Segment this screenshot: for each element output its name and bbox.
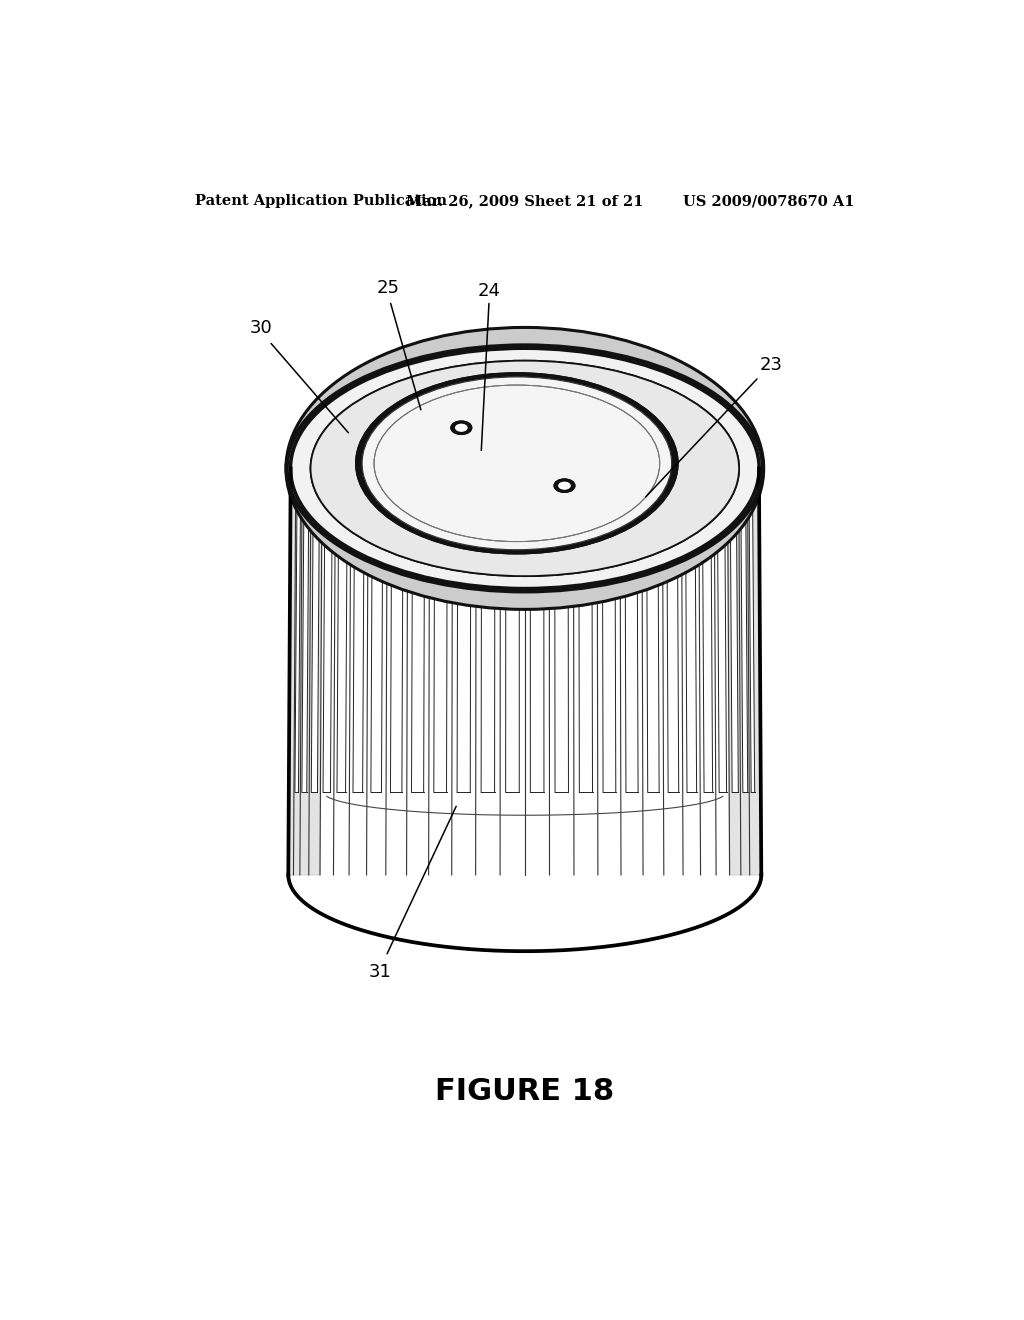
Ellipse shape [558,482,570,490]
Polygon shape [457,469,471,792]
Polygon shape [530,469,544,792]
Ellipse shape [554,479,574,492]
Polygon shape [289,469,323,875]
Text: 30: 30 [250,319,272,337]
Ellipse shape [362,378,672,549]
Ellipse shape [286,327,764,610]
Polygon shape [602,469,615,792]
Text: 31: 31 [369,962,392,981]
Polygon shape [506,469,519,792]
Polygon shape [667,469,679,792]
Polygon shape [749,469,755,792]
Polygon shape [646,469,659,792]
Polygon shape [289,469,761,875]
Ellipse shape [451,421,472,434]
Polygon shape [730,469,738,792]
Polygon shape [579,469,593,792]
Text: Patent Application Publication: Patent Application Publication [196,194,447,209]
Text: US 2009/0078670 A1: US 2009/0078670 A1 [683,194,854,209]
Ellipse shape [455,424,468,432]
Ellipse shape [291,348,759,589]
Polygon shape [337,469,347,792]
Polygon shape [434,469,447,792]
Text: 25: 25 [377,280,399,297]
Ellipse shape [554,479,574,492]
Polygon shape [371,469,383,792]
Polygon shape [481,469,495,792]
Ellipse shape [310,360,739,576]
Text: FIGURE 18: FIGURE 18 [435,1077,614,1106]
Text: Mar. 26, 2009 Sheet 21 of 21: Mar. 26, 2009 Sheet 21 of 21 [407,194,643,209]
Ellipse shape [456,424,467,432]
Ellipse shape [355,372,678,554]
Ellipse shape [559,482,570,490]
Polygon shape [295,469,301,792]
Polygon shape [302,469,309,792]
Polygon shape [555,469,568,792]
Polygon shape [625,469,638,792]
Text: 23: 23 [760,355,782,374]
Polygon shape [740,469,748,792]
Polygon shape [717,469,727,792]
Ellipse shape [291,348,759,589]
Ellipse shape [362,378,672,549]
Text: 24: 24 [477,281,501,300]
Polygon shape [727,469,761,875]
Polygon shape [311,469,319,792]
Ellipse shape [287,433,763,494]
Ellipse shape [355,372,678,554]
Polygon shape [412,469,425,792]
Polygon shape [353,469,365,792]
Ellipse shape [451,421,472,434]
Ellipse shape [310,360,739,576]
Polygon shape [390,469,403,792]
Polygon shape [685,469,696,792]
Polygon shape [323,469,333,792]
Polygon shape [702,469,713,792]
